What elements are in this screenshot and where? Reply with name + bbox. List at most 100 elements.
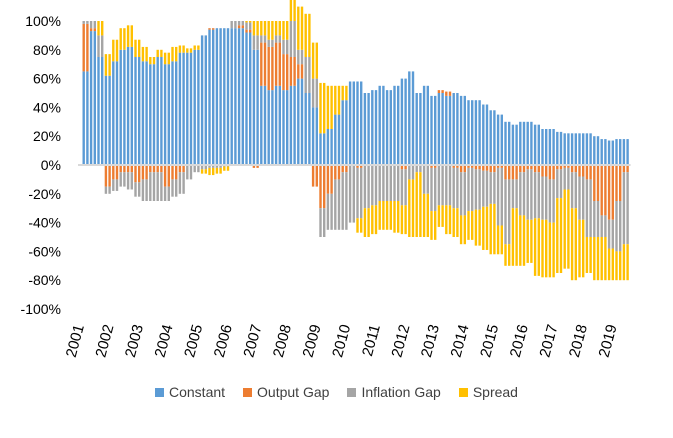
bar-segment-spread bbox=[626, 244, 629, 281]
bar-segment-constant bbox=[315, 107, 318, 165]
bar-segment-spread bbox=[422, 193, 426, 237]
bar-segment-constant bbox=[326, 129, 330, 165]
bar-segment-constant bbox=[397, 85, 400, 165]
bar-segment-constant bbox=[522, 121, 526, 165]
bar-segment-output-gap bbox=[245, 29, 248, 33]
bar-segment-spread bbox=[441, 205, 444, 227]
bar-segment-inflation-gap bbox=[574, 172, 577, 209]
bar-segment-spread bbox=[104, 54, 108, 76]
bar-segment-constant bbox=[304, 93, 307, 165]
bar-segment-spread bbox=[123, 28, 126, 50]
bar-segment-spread bbox=[193, 45, 196, 50]
bar-segment-output-gap bbox=[611, 165, 614, 220]
bar-segment-constant bbox=[330, 129, 333, 165]
y-tick-label: 20% bbox=[33, 128, 61, 144]
bar-segment-inflation-gap bbox=[86, 21, 89, 24]
bar-segment-constant bbox=[611, 140, 614, 165]
bar-segment-output-gap bbox=[89, 28, 93, 32]
bar-segment-inflation-gap bbox=[141, 179, 145, 201]
bar-segment-inflation-gap bbox=[219, 165, 222, 168]
bar-segment-inflation-gap bbox=[112, 179, 115, 191]
bar-segment-inflation-gap bbox=[482, 170, 485, 207]
bar-segment-constant bbox=[323, 133, 326, 165]
bar-segment-constant bbox=[533, 124, 537, 165]
bar-segment-constant bbox=[226, 28, 230, 166]
bar-segment-output-gap bbox=[500, 165, 503, 168]
bar-segment-spread bbox=[400, 205, 404, 235]
bar-segment-spread bbox=[619, 251, 622, 281]
bar-segment-inflation-gap bbox=[404, 169, 407, 206]
bar-segment-constant bbox=[615, 139, 618, 165]
bar-segment-inflation-gap bbox=[89, 21, 93, 29]
bar-segment-output-gap bbox=[478, 165, 481, 170]
bar-segment-output-gap bbox=[152, 165, 156, 173]
bar-segment-inflation-gap bbox=[267, 39, 270, 47]
bar-segment-inflation-gap bbox=[556, 169, 559, 199]
legend-item: Output Gap bbox=[243, 384, 329, 400]
bar-segment-output-gap bbox=[496, 165, 500, 168]
bar-segment-inflation-gap bbox=[385, 165, 389, 201]
bar-segment-output-gap bbox=[345, 165, 348, 173]
bar-segment-constant bbox=[371, 90, 374, 165]
bar-segment-spread bbox=[200, 169, 204, 174]
bar-segment-output-gap bbox=[108, 165, 111, 187]
bar-segment-spread bbox=[545, 219, 548, 278]
bar-segment-constant bbox=[219, 28, 222, 166]
bar-segment-inflation-gap bbox=[108, 186, 111, 194]
bar-segment-output-gap bbox=[578, 165, 581, 177]
bar-segment-spread bbox=[563, 189, 566, 269]
bar-segment-output-gap bbox=[489, 165, 492, 173]
bar-segment-constant bbox=[445, 95, 448, 165]
bar-segment-inflation-gap bbox=[448, 165, 452, 206]
bar-segment-output-gap bbox=[437, 90, 441, 93]
bar-segment-spread bbox=[152, 57, 156, 65]
bar-segment-constant bbox=[126, 46, 130, 165]
bar-segment-constant bbox=[182, 52, 185, 165]
y-tick-label: -60% bbox=[28, 243, 61, 259]
bar-segment-output-gap bbox=[452, 165, 455, 168]
bar-segment-inflation-gap bbox=[496, 167, 500, 226]
bar-segment-output-gap bbox=[119, 165, 122, 173]
bar-segment-constant bbox=[319, 133, 322, 165]
bar-segment-constant bbox=[448, 95, 452, 165]
x-tick-label: 2014 bbox=[448, 323, 473, 360]
bar-segment-constant bbox=[204, 35, 207, 166]
bar-segment-inflation-gap bbox=[422, 165, 426, 194]
bar-segment-output-gap bbox=[149, 165, 152, 173]
bar-segment-output-gap bbox=[337, 165, 341, 180]
x-tick-label: 2016 bbox=[507, 323, 532, 360]
bar-segment-spread bbox=[212, 167, 215, 176]
bar-segment-output-gap bbox=[541, 165, 544, 177]
bar-segment-spread bbox=[478, 209, 481, 246]
bar-segment-spread bbox=[178, 45, 182, 53]
bar-segment-inflation-gap bbox=[200, 165, 204, 170]
bar-segment-output-gap bbox=[167, 165, 170, 187]
x-tick-label: 2001 bbox=[63, 323, 88, 360]
bar-segment-spread bbox=[585, 237, 589, 273]
bar-segment-output-gap bbox=[115, 165, 119, 180]
x-tick-label: 2010 bbox=[329, 323, 354, 360]
legend-swatch bbox=[458, 387, 468, 397]
bar-segment-inflation-gap bbox=[526, 169, 529, 220]
bar-segment-inflation-gap bbox=[478, 169, 481, 210]
bar-segment-inflation-gap bbox=[197, 165, 200, 173]
bar-segment-output-gap bbox=[360, 165, 363, 168]
bar-segment-spread bbox=[374, 205, 378, 235]
bar-segment-spread bbox=[297, 6, 300, 50]
bar-segment-inflation-gap bbox=[138, 182, 141, 197]
bar-segment-constant bbox=[463, 95, 466, 165]
bar-segment-constant bbox=[367, 93, 370, 165]
bar-segment-inflation-gap bbox=[93, 21, 96, 29]
bar-segment-spread bbox=[526, 219, 529, 263]
bar-segment-constant bbox=[119, 49, 122, 165]
legend: Constant Output Gap Inflation Gap Spread bbox=[0, 384, 673, 400]
bar-segment-output-gap bbox=[441, 90, 444, 93]
bar-segment-spread bbox=[182, 45, 185, 53]
bar-segment-constant bbox=[378, 85, 381, 165]
bar-segment-constant bbox=[545, 129, 548, 165]
bar-segment-output-gap bbox=[241, 25, 244, 29]
bar-segment-inflation-gap bbox=[452, 167, 455, 209]
bar-segment-output-gap bbox=[156, 165, 159, 173]
bar-segment-spread bbox=[319, 82, 322, 134]
bar-segment-constant bbox=[223, 28, 226, 166]
